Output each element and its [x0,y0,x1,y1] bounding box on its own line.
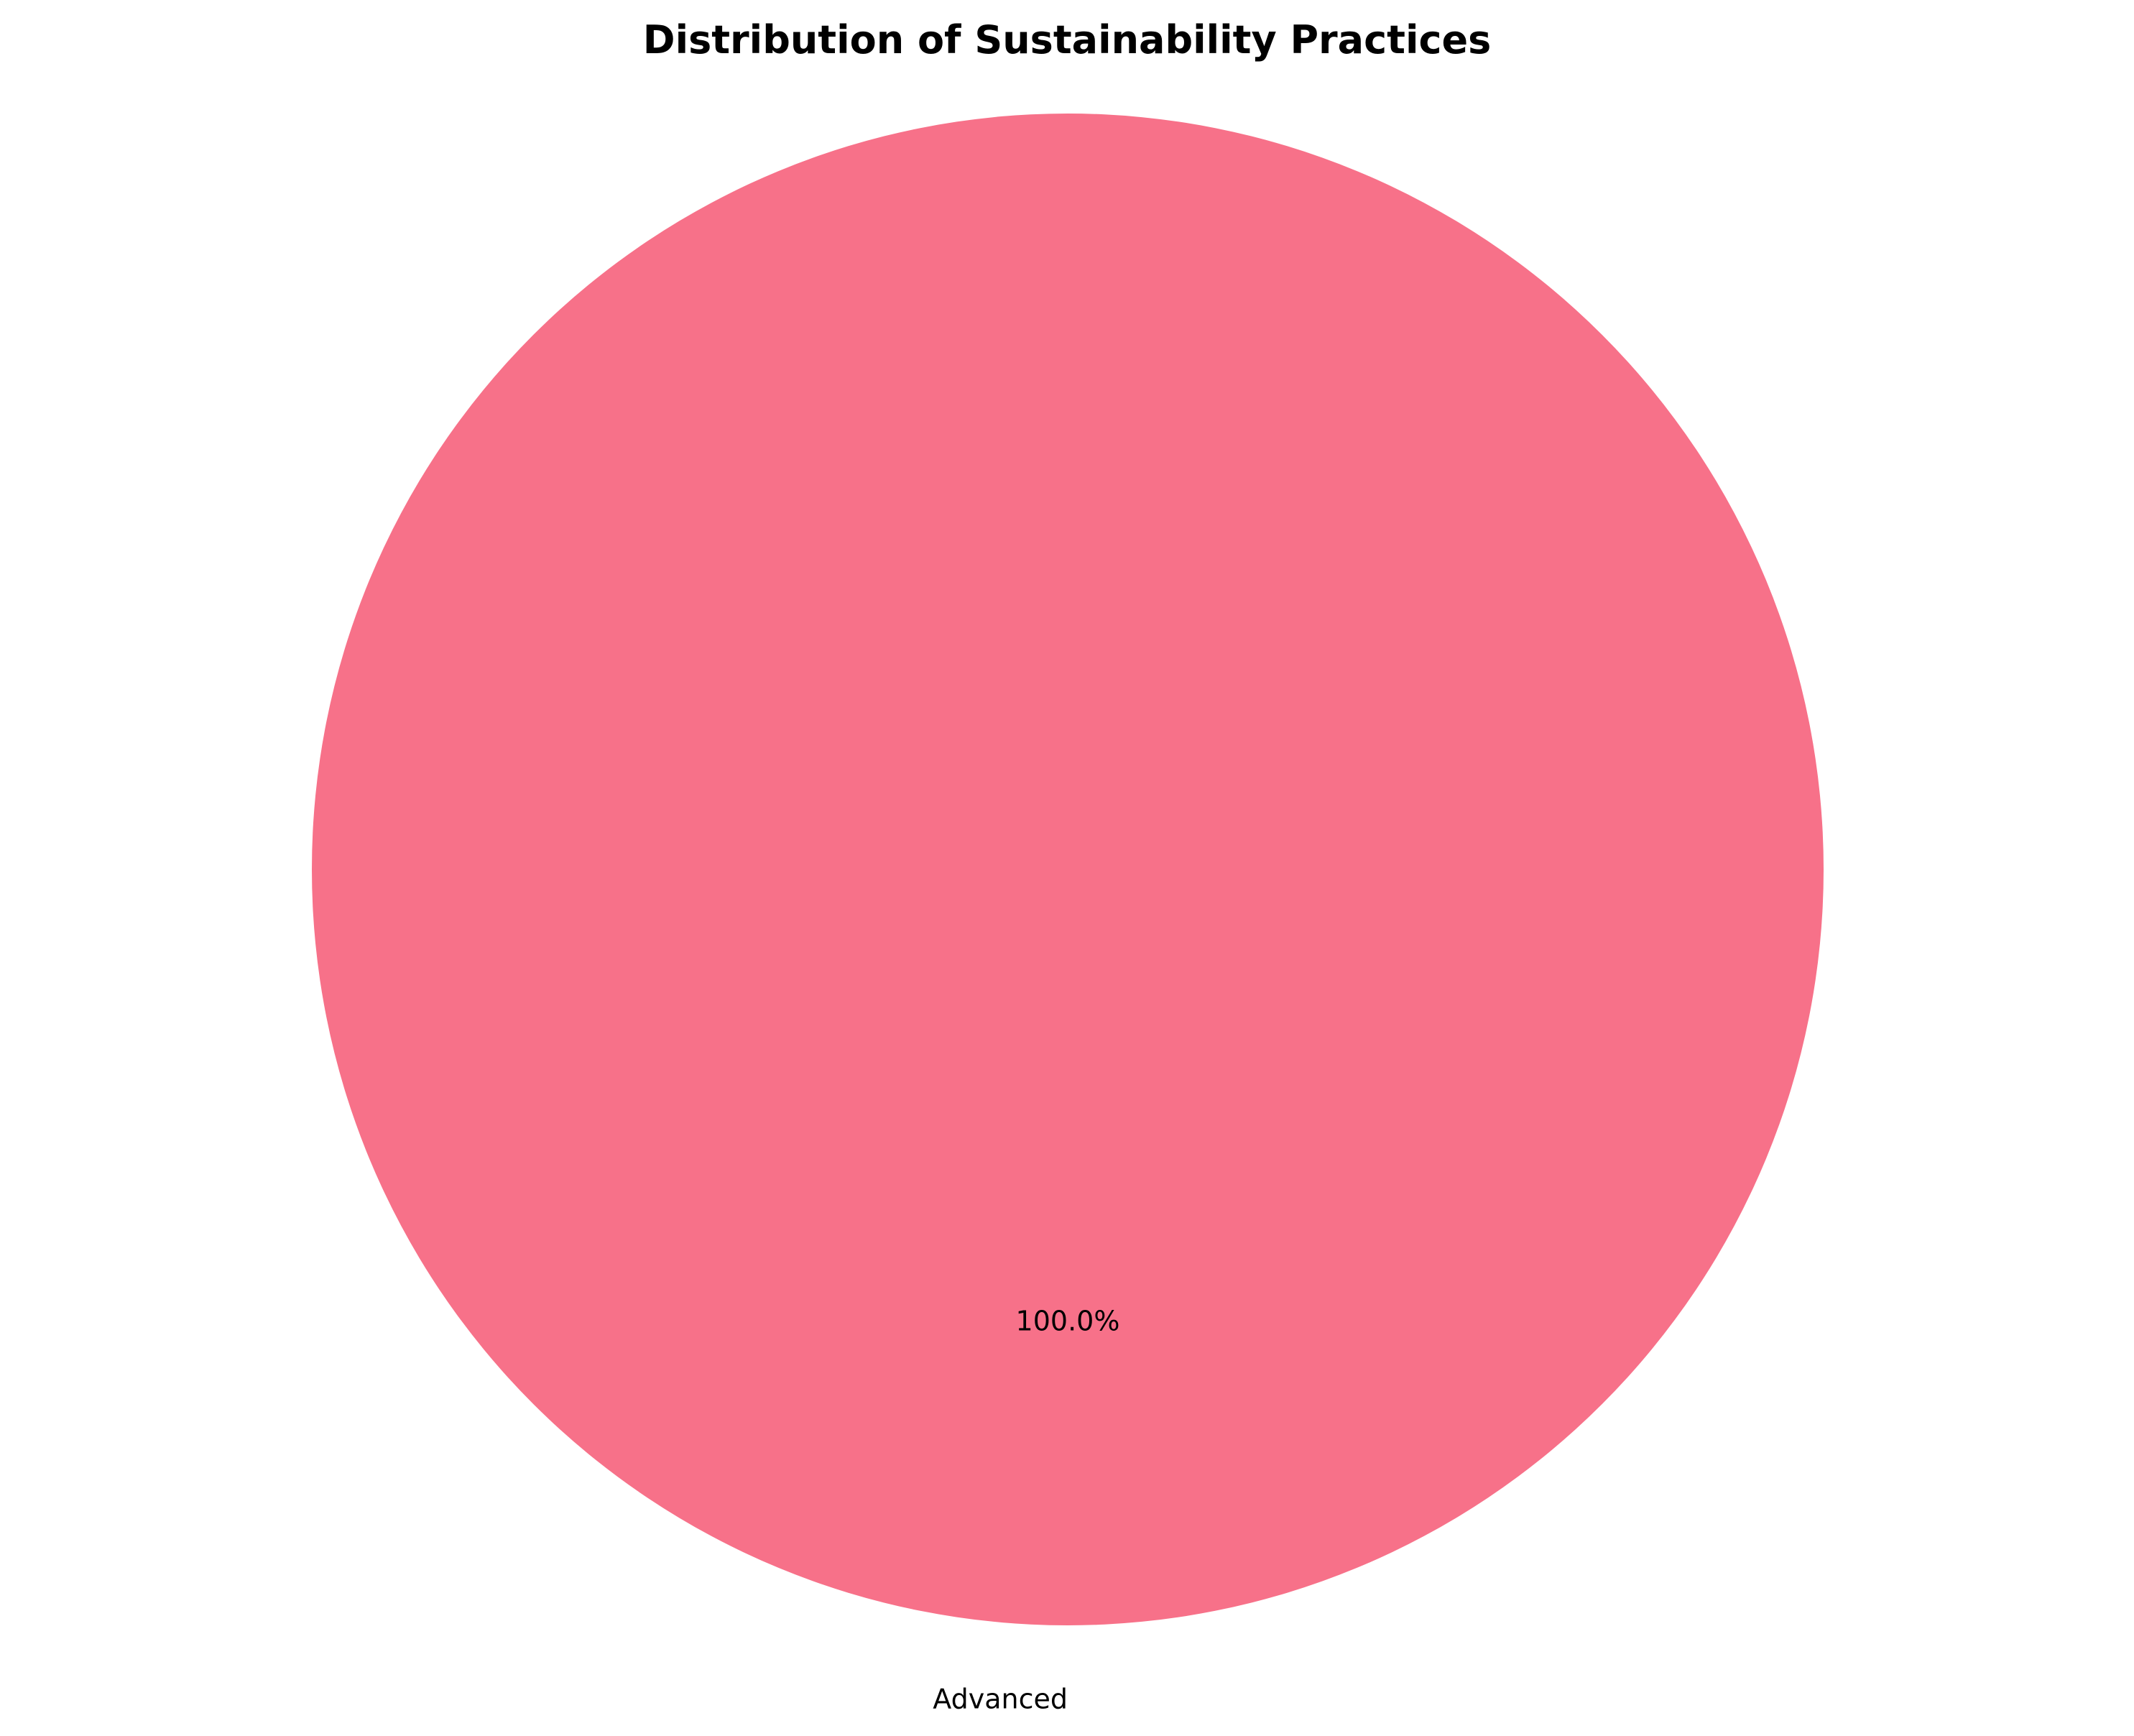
slice-percent-label: 100.0% [1016,1306,1120,1337]
chart-title: Distribution of Sustainability Practices [643,17,1491,63]
slice-label: Advanced [933,1684,1068,1715]
pie-slices-group: Advanced 100.0% [312,114,1824,1715]
pie-slice-advanced [312,114,1824,1625]
